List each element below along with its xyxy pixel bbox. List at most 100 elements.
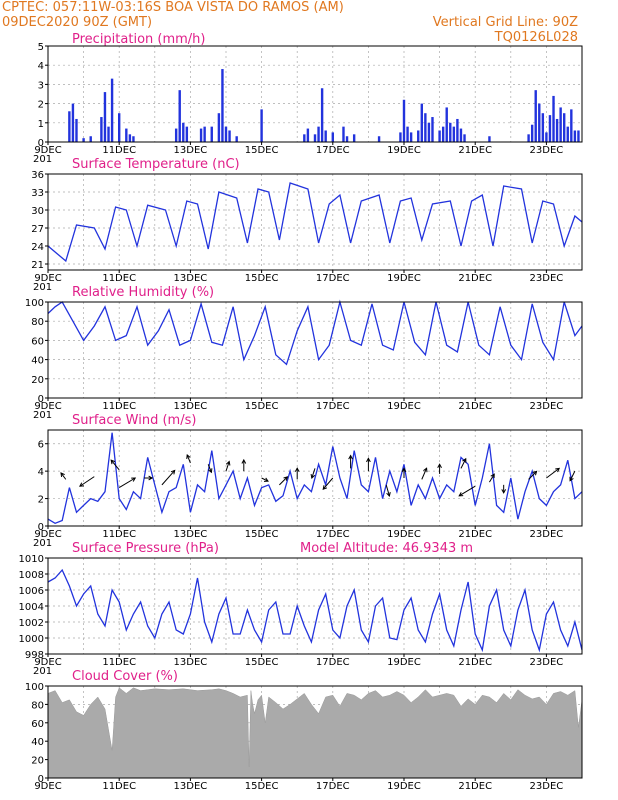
wind-arrow-head <box>79 482 84 487</box>
pressure-ytick-label: 1006 <box>19 586 44 597</box>
precip-ytick-label: 1 <box>38 119 44 130</box>
pressure-panel: 998 1000 1002 1004 1006 1008 1010 9DEC 11DEC 13DE… <box>19 554 583 677</box>
precip-xtick-label: 19DEC <box>387 145 421 156</box>
precip-bar <box>221 69 224 142</box>
precip-bar <box>427 122 431 142</box>
precip-bar <box>570 109 573 142</box>
wind-arrow-head <box>458 492 464 497</box>
wind-arrow-head <box>532 470 538 476</box>
wind-arrow <box>528 471 537 480</box>
wind-year-fragment: 201 <box>33 538 52 549</box>
pressure-ytick-label: 1008 <box>19 570 44 581</box>
wind-xtick-label: 13DEC <box>174 529 208 540</box>
precip-bar <box>317 126 320 142</box>
pressure-xtick-label: 13DEC <box>174 657 208 668</box>
cloud-xtick-label: 9DEC <box>34 781 61 792</box>
wind-xtick-label: 21DEC <box>458 529 492 540</box>
precip-bar <box>424 113 427 142</box>
wind-arrow-head <box>569 476 574 482</box>
precip-bar <box>541 113 545 142</box>
precip-bar <box>530 124 534 142</box>
wind-title: Surface Wind (m/s) <box>72 413 196 428</box>
wind-arrow-head <box>310 473 316 479</box>
temp-panel: 21 24 27 30 33 36 9DEC 11DEC 13DEC 15DEC 17DEC 19DE… <box>31 170 583 293</box>
precip-ytick-label: 3 <box>38 80 44 91</box>
wind-xtick-label: 11DEC <box>102 529 136 540</box>
cloud-area <box>47 687 583 779</box>
wind-arrow-head <box>366 457 371 463</box>
wind-arrow-head <box>186 453 191 459</box>
wind-arrow-head <box>322 485 328 490</box>
precip-bar <box>552 95 555 142</box>
temp-ytick-label: 33 <box>31 188 44 199</box>
wind-panel: 0 2 4 6 9DEC 11DEC 13DEC 15DEC 17DEC 19DEC 21DEC 23… <box>33 429 583 549</box>
cloud-frame <box>47 685 583 779</box>
wind-arrow-head <box>423 467 428 473</box>
precip-bar <box>555 118 559 142</box>
cloud-xtick-label: 15DEC <box>245 781 279 792</box>
rh-ytick-label: 0 <box>38 394 44 405</box>
wind-arrow <box>458 485 476 497</box>
precip-bar <box>342 126 345 142</box>
wind-xtick-label: 15DEC <box>245 529 279 540</box>
pressure-xtick-label: 15DEC <box>245 657 279 668</box>
wind-arrow-head <box>437 463 442 469</box>
pressure-xtick-label: 11DEC <box>102 657 136 668</box>
wind-arrow-head <box>225 460 231 466</box>
wind-arrow-head <box>207 468 213 474</box>
precip-ytick-label: 4 <box>38 61 44 72</box>
pressure-ytick-label: 1010 <box>19 554 44 565</box>
rh-xtick-label: 21DEC <box>458 401 492 412</box>
precip-bar <box>420 103 423 142</box>
precip-bar <box>303 134 306 142</box>
cloud-xtick-label: 23DEC <box>530 781 564 792</box>
precip-ytick-label: 2 <box>38 100 44 111</box>
temp-xtick-label: 15DEC <box>245 273 279 284</box>
precip-bar <box>345 136 349 142</box>
precip-bar <box>203 126 206 142</box>
precip-bar <box>103 92 107 142</box>
precip-bar <box>566 126 569 142</box>
cloud-ytick-label: 20 <box>31 756 44 767</box>
rh-xtick-label: 17DEC <box>316 401 350 412</box>
wind-arrow <box>110 459 120 471</box>
precip-bar <box>402 99 406 142</box>
header-model: TQ0126L028 <box>494 30 578 45</box>
precip-bar <box>406 126 409 142</box>
precip-bar <box>125 128 128 142</box>
precip-ytick-label: 5 <box>38 42 44 53</box>
header-grid-note: Vertical Grid Line: 90Z <box>433 15 578 30</box>
wind-xtick-label: 17DEC <box>316 529 350 540</box>
wind-arrow-head <box>263 477 269 482</box>
precip-bar <box>178 90 181 142</box>
pressure-title: Surface Pressure (hPa) <box>72 541 219 556</box>
wind-series-line <box>47 432 583 525</box>
rh-ytick-label: 100 <box>25 298 44 309</box>
precip-bar <box>331 132 334 142</box>
precip-xtick-label: 21DEC <box>458 145 492 156</box>
precip-xtick-label: 17DEC <box>316 145 350 156</box>
rh-ytick-label: 60 <box>31 336 44 347</box>
pressure-ytick-label: 1004 <box>19 602 44 613</box>
rh-series-line <box>47 299 583 366</box>
wind-ytick-label: 2 <box>38 495 44 506</box>
wind-arrow <box>385 484 390 497</box>
pressure-series-line <box>47 568 583 653</box>
pressure-ytick-label: 1002 <box>19 618 44 629</box>
cloud-xtick-label: 13DEC <box>174 781 208 792</box>
precip-bar <box>100 117 103 142</box>
temp-xtick-label: 17DEC <box>316 273 350 284</box>
precip-bar <box>459 128 463 142</box>
cloud-ytick-label: 40 <box>31 737 44 748</box>
precip-bar <box>260 109 263 142</box>
precip-bar <box>110 78 114 142</box>
wind-arrow-head <box>148 475 154 481</box>
precip-bar <box>452 126 456 142</box>
rh-frame <box>47 301 583 399</box>
rh-year-fragment: 201 <box>33 410 52 421</box>
precip-bar <box>75 118 78 142</box>
pressure-xtick-label: 21DEC <box>458 657 492 668</box>
precip-bar <box>132 136 135 142</box>
rh-xtick-label: 23DEC <box>530 401 564 412</box>
